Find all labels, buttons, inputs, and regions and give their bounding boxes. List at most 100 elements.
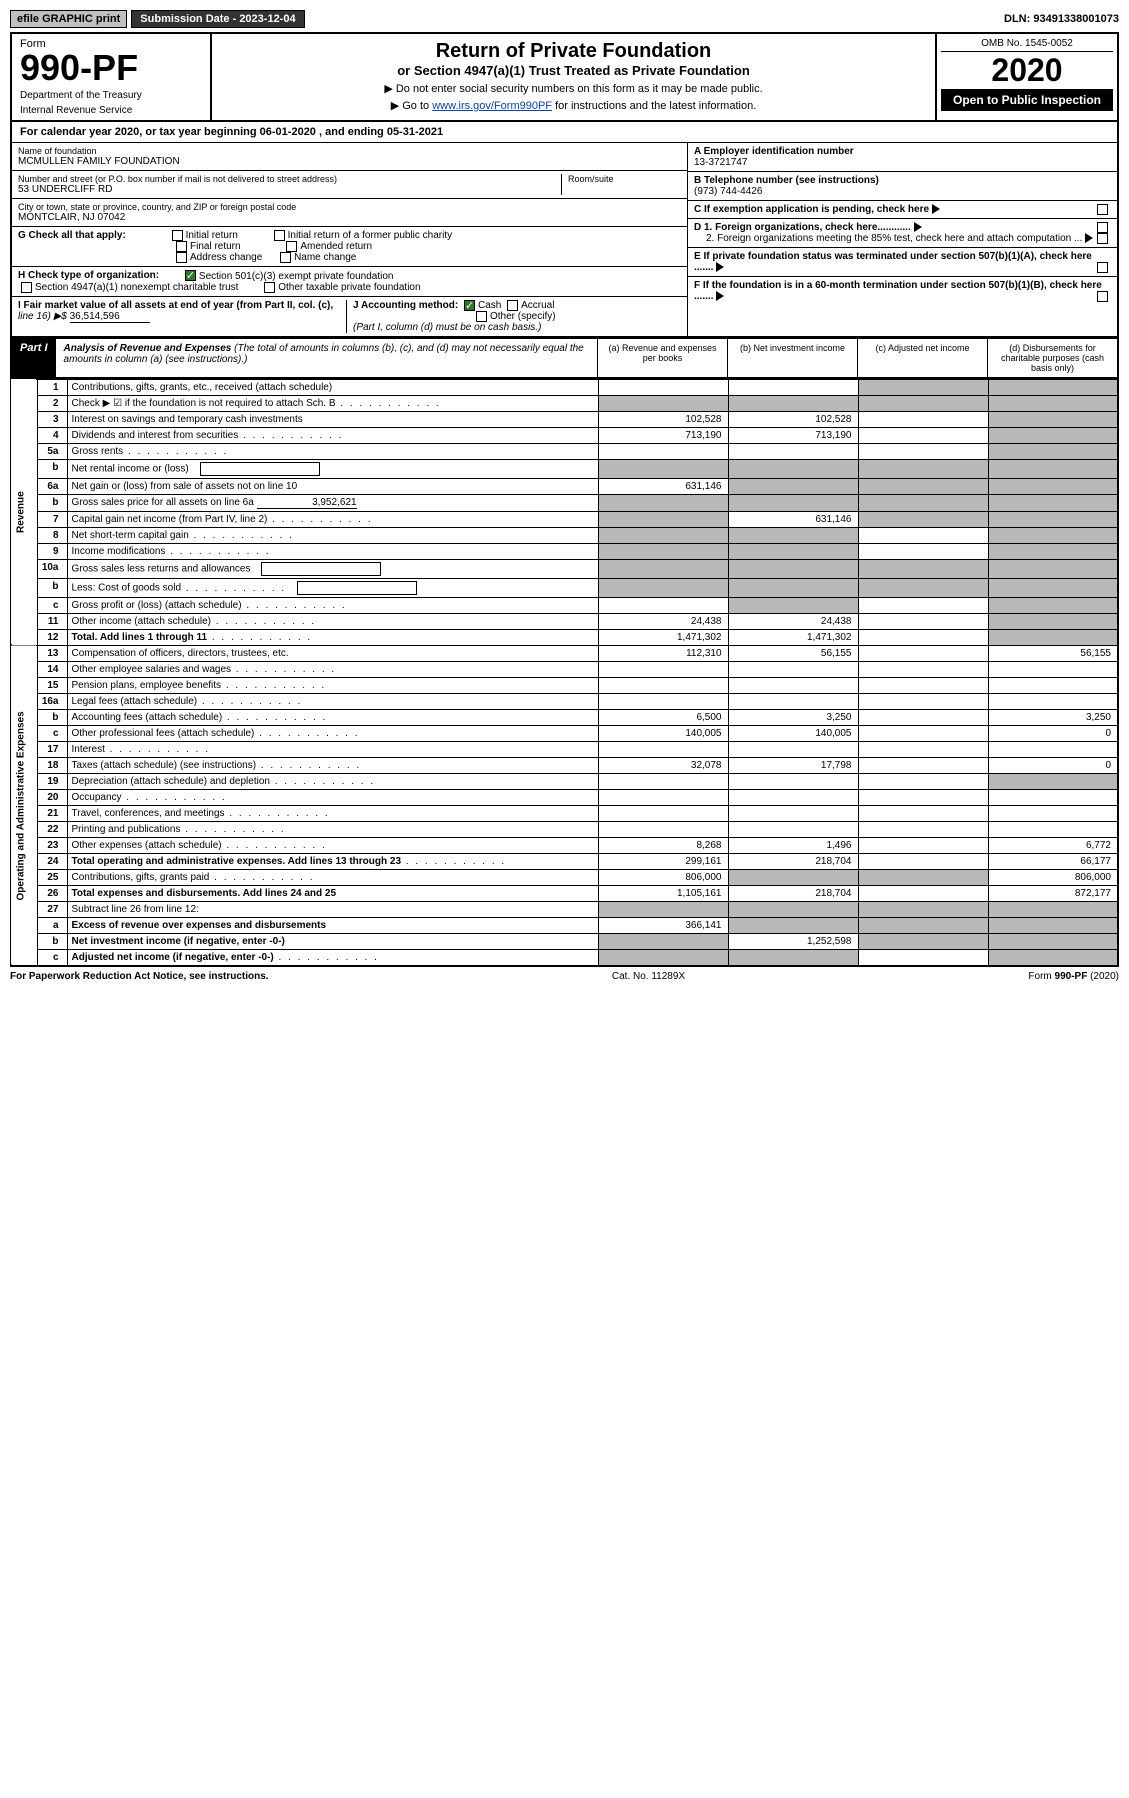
cash-checkbox[interactable] (464, 300, 475, 311)
row-label: Gross rents (67, 443, 598, 459)
amended-checkbox[interactable] (286, 241, 297, 252)
row-number: 20 (37, 789, 67, 805)
initial-return-checkbox[interactable] (172, 230, 183, 241)
row-number: 14 (37, 661, 67, 677)
row-number: 4 (37, 427, 67, 443)
row-number: 13 (37, 645, 67, 661)
cell-c (858, 379, 988, 395)
other-method-checkbox[interactable] (476, 311, 487, 322)
cell-a (598, 559, 728, 578)
cell-b (728, 597, 858, 613)
cell-b (728, 578, 858, 597)
row-label: Interest on savings and temporary cash i… (67, 411, 598, 427)
row-label: Legal fees (attach schedule) (67, 693, 598, 709)
row-label: Subtract line 26 from line 12: (67, 901, 598, 917)
cell-c (858, 527, 988, 543)
row-label: Other income (attach schedule) (67, 613, 598, 629)
row-label: Compensation of officers, directors, tru… (67, 645, 598, 661)
60-month-checkbox[interactable] (1097, 291, 1108, 302)
row-number: 15 (37, 677, 67, 693)
row-number: c (37, 597, 67, 613)
accrual-checkbox[interactable] (507, 300, 518, 311)
501c3-checkbox[interactable] (185, 270, 196, 281)
col-a-header: (a) Revenue and expenses per books (597, 339, 727, 377)
addr-label: Number and street (or P.O. box number if… (18, 174, 561, 184)
initial-former-checkbox[interactable] (274, 230, 285, 241)
row-number: 8 (37, 527, 67, 543)
cell-c (858, 757, 988, 773)
address-change-checkbox[interactable] (176, 252, 187, 263)
row-label: Contributions, gifts, grants paid (67, 869, 598, 885)
table-row: bNet investment income (if negative, ent… (11, 933, 1118, 949)
cell-a (598, 661, 728, 677)
row-label: Excess of revenue over expenses and disb… (67, 917, 598, 933)
cell-b: 17,798 (728, 757, 858, 773)
row-number: 25 (37, 869, 67, 885)
row-number: b (37, 709, 67, 725)
cell-d (988, 805, 1118, 821)
table-row: Operating and Administrative Expenses13C… (11, 645, 1118, 661)
cell-b: 24,438 (728, 613, 858, 629)
cell-a (598, 527, 728, 543)
cell-c (858, 741, 988, 757)
row-label: Interest (67, 741, 598, 757)
row-number: c (37, 725, 67, 741)
cell-d (988, 478, 1118, 494)
cell-c (858, 821, 988, 837)
foreign-85-checkbox[interactable] (1097, 233, 1108, 244)
cell-a: 631,146 (598, 478, 728, 494)
table-row: 10aGross sales less returns and allowanc… (11, 559, 1118, 578)
cell-a (598, 821, 728, 837)
cell-d (988, 613, 1118, 629)
table-row: 2Check ▶ ☑ if the foundation is not requ… (11, 395, 1118, 411)
row-number: b (37, 494, 67, 511)
row-label: Total operating and administrative expen… (67, 853, 598, 869)
exemption-pending-checkbox[interactable] (1097, 204, 1108, 215)
foreign-org-checkbox[interactable] (1097, 222, 1108, 233)
cell-c (858, 869, 988, 885)
row-number: 26 (37, 885, 67, 901)
table-row: 11Other income (attach schedule)24,43824… (11, 613, 1118, 629)
submission-date-button[interactable]: Submission Date - 2023-12-04 (131, 10, 304, 28)
cell-a (598, 933, 728, 949)
4947-checkbox[interactable] (21, 282, 32, 293)
irs-link[interactable]: www.irs.gov/Form990PF (432, 100, 552, 112)
table-row: bNet rental income or (loss) (11, 459, 1118, 478)
cell-c (858, 725, 988, 741)
cell-b (728, 805, 858, 821)
cell-a: 806,000 (598, 869, 728, 885)
cell-a (598, 597, 728, 613)
row-label: Capital gain net income (from Part IV, l… (67, 511, 598, 527)
name-change-checkbox[interactable] (280, 252, 291, 263)
footer-right: Form 990-PF (2020) (1028, 971, 1119, 982)
row-label: Net rental income or (loss) (67, 459, 598, 478)
phone-label: B Telephone number (see instructions) (694, 175, 879, 186)
row-label: Gross profit or (loss) (attach schedule) (67, 597, 598, 613)
table-row: Revenue1Contributions, gifts, grants, et… (11, 379, 1118, 395)
row-number: 27 (37, 901, 67, 917)
final-return-checkbox[interactable] (176, 241, 187, 252)
table-row: 18Taxes (attach schedule) (see instructi… (11, 757, 1118, 773)
table-row: 19Depreciation (attach schedule) and dep… (11, 773, 1118, 789)
table-row: 26Total expenses and disbursements. Add … (11, 885, 1118, 901)
table-row: cAdjusted net income (if negative, enter… (11, 949, 1118, 966)
row-label: Travel, conferences, and meetings (67, 805, 598, 821)
row-label: Income modifications (67, 543, 598, 559)
cash-basis-note: (Part I, column (d) must be on cash basi… (353, 322, 541, 333)
table-row: 24Total operating and administrative exp… (11, 853, 1118, 869)
cell-a: 8,268 (598, 837, 728, 853)
cell-d: 56,155 (988, 645, 1118, 661)
cell-c (858, 411, 988, 427)
cell-b: 3,250 (728, 709, 858, 725)
cell-d (988, 411, 1118, 427)
efile-button[interactable]: efile GRAPHIC print (10, 10, 127, 28)
row-label: Other employee salaries and wages (67, 661, 598, 677)
cell-b (728, 789, 858, 805)
cell-a: 140,005 (598, 725, 728, 741)
other-taxable-checkbox[interactable] (264, 282, 275, 293)
cell-d (988, 395, 1118, 411)
row-number: 9 (37, 543, 67, 559)
cell-d (988, 379, 1118, 395)
status-terminated-checkbox[interactable] (1097, 262, 1108, 273)
row-label: Other expenses (attach schedule) (67, 837, 598, 853)
